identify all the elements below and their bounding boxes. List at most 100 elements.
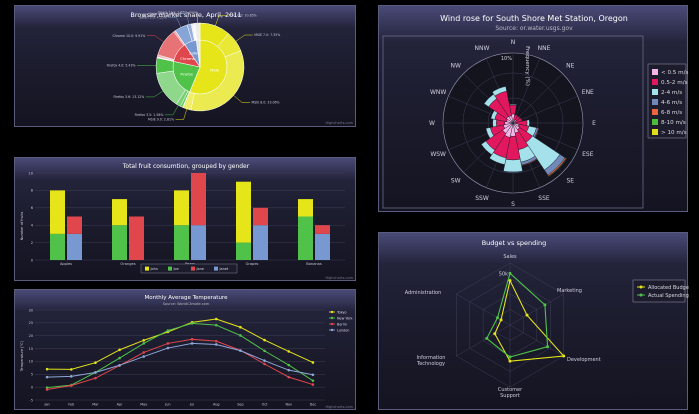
- y-tick-label: 5: [31, 373, 33, 377]
- data-point: [214, 317, 218, 321]
- data-point: [508, 271, 512, 275]
- data-point: [142, 355, 146, 358]
- legend-swatch: [652, 129, 658, 135]
- plot-area: -5 0 5 10 15 20 25 30 Jan Feb Mar Apr May Jun Jul Aug Se…: [29, 308, 325, 407]
- x-tick-label: Mar: [92, 403, 99, 407]
- legend-swatch: [652, 79, 658, 85]
- fruit-consumption-panel: Total fruit consumtion, grouped by gende…: [14, 157, 356, 281]
- legend-swatch: [652, 99, 658, 105]
- data-point: [142, 342, 146, 345]
- data-point: [508, 279, 512, 283]
- legend-marker: [330, 316, 334, 320]
- bar: [50, 190, 65, 234]
- data-point: [239, 325, 242, 329]
- data-point: [190, 338, 194, 341]
- pie-slice-label: Firefox: [180, 71, 193, 76]
- series-line: [47, 322, 314, 389]
- bar: [191, 173, 206, 226]
- chart-credit: Highcharts.com: [325, 405, 353, 409]
- legend-label: Joe: [173, 267, 179, 271]
- ring-slice-label: Chrome 10.0: 9.91%: [112, 34, 145, 38]
- label-connector: [178, 13, 190, 25]
- y-tick-label: 30: [29, 308, 33, 312]
- category-label: Marketing: [557, 288, 582, 294]
- legend-swatch: [652, 119, 658, 125]
- data-point: [69, 375, 73, 378]
- label-connector: [175, 108, 188, 120]
- data-point: [45, 386, 49, 389]
- y-tick-label: 6: [31, 206, 34, 210]
- legend-swatch: [652, 109, 658, 115]
- legend-marker: [330, 328, 334, 332]
- series-line: [486, 272, 549, 358]
- label-connector: [168, 17, 182, 28]
- temperature-chart: Monthly Average Temperature Source: Worl…: [20, 295, 354, 409]
- spoke: [509, 324, 564, 357]
- legend-label: > 10 m/s: [661, 130, 687, 136]
- data-point: [190, 322, 194, 325]
- chart-subtitle: Source: or.water.usgs.gov: [495, 25, 573, 32]
- data-point: [311, 379, 315, 383]
- ring-slice-label: MSIE 7.0: 7.35%: [254, 33, 280, 37]
- series-line: [47, 342, 314, 378]
- data-point: [287, 375, 291, 379]
- legend-swatch: [145, 266, 149, 271]
- data-point: [214, 343, 218, 346]
- x-tick-label: May: [140, 403, 147, 407]
- label-connector: [235, 34, 253, 42]
- legend-marker: [639, 293, 643, 297]
- ring-slice-label: Firefox 3.6: 13.12%: [113, 95, 144, 99]
- x-tick-label: Aug: [213, 403, 220, 407]
- legend-label: Jane: [196, 267, 204, 271]
- data-point: [508, 355, 512, 359]
- label-connector: [145, 90, 164, 98]
- label-connector: [164, 105, 179, 116]
- data-point: [166, 329, 170, 332]
- browser-share-panel: Browser market share, April, 2011 MSIE Fi…: [14, 5, 356, 127]
- budget-chart: Budget vs spending 50k Sales Marketing Dev…: [405, 239, 689, 399]
- legend: Allocated Budget Actual Spending: [632, 279, 689, 303]
- legend-swatch: [168, 266, 172, 271]
- y-axis-title: Frequency (%): [524, 46, 530, 86]
- chart-subtitle: Source: WorldClimate.com: [163, 302, 210, 306]
- chart-title: Wind rose for South Shore Met Station, O…: [440, 14, 628, 23]
- bar: [67, 216, 82, 234]
- y-tick-label: 0: [31, 385, 33, 389]
- y-tick-label: 10: [28, 171, 33, 175]
- data-point: [525, 313, 529, 317]
- x-tick-label: Sep: [237, 403, 243, 407]
- legend-swatch: [652, 69, 658, 75]
- wind-bar: [548, 158, 568, 178]
- chart-title: Monthly Average Temperature: [145, 295, 229, 301]
- direction-labels: N NNE NE ENE E ESE SE SSE S SSW SW WSW W WNW NW NNW: [429, 39, 596, 208]
- y-tick-label: 15: [29, 347, 33, 351]
- legend-marker: [639, 285, 643, 289]
- direction-label: E: [592, 120, 596, 127]
- ring-slice-label: MSIE 6.0: 10.85%: [229, 14, 257, 18]
- wind-rose-chart: Wind rose for South Shore Met Station, O…: [382, 14, 688, 209]
- ring-slice-label: MSIE 9.0: 2.81%: [148, 118, 174, 122]
- data-point: [166, 346, 170, 350]
- ring-slice-label: Firefox 4.0: 5.43%: [107, 63, 136, 67]
- spoke: [512, 73, 563, 124]
- data-point: [311, 373, 315, 377]
- browser-share-chart: Browser market share, April, 2011 MSIE Fi…: [107, 10, 354, 125]
- wind-bar: [485, 127, 495, 139]
- direction-label: N: [511, 39, 516, 46]
- data-point: [118, 363, 121, 367]
- direction-label: ESE: [582, 151, 594, 158]
- wind-bars: [481, 86, 568, 178]
- data-point: [94, 376, 97, 380]
- y-tick-label: 20: [29, 334, 33, 338]
- series-lines: [485, 271, 566, 363]
- data-point: [239, 349, 242, 352]
- data-point: [239, 334, 242, 337]
- direction-label: NNE: [538, 45, 551, 52]
- bar: [112, 225, 127, 260]
- legend-box: [140, 263, 238, 274]
- legend-swatch: [191, 266, 195, 271]
- data-point: [287, 368, 291, 372]
- wind-bar: [503, 159, 523, 173]
- legend-swatch: [652, 89, 658, 95]
